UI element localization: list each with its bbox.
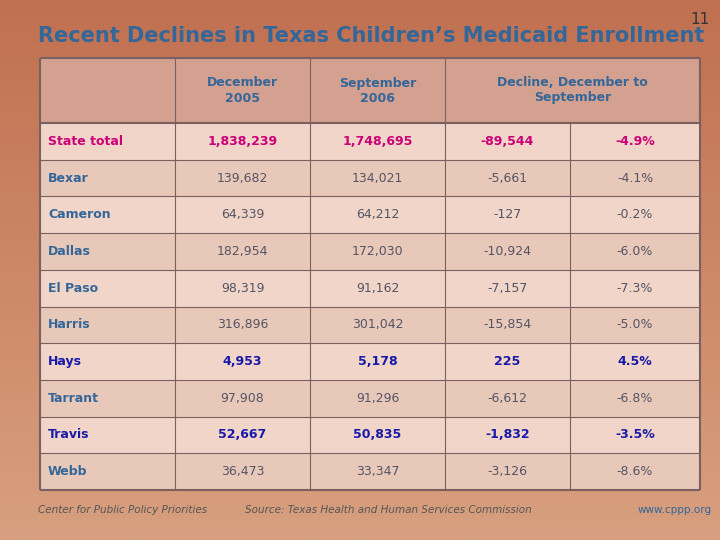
Text: September
2006: September 2006 bbox=[339, 77, 416, 105]
Text: Tarrant: Tarrant bbox=[48, 392, 99, 405]
Text: Dallas: Dallas bbox=[48, 245, 91, 258]
Text: 301,042: 301,042 bbox=[352, 319, 403, 332]
Text: 91,162: 91,162 bbox=[356, 282, 399, 295]
Text: 97,908: 97,908 bbox=[220, 392, 264, 405]
Text: -5.0%: -5.0% bbox=[617, 319, 653, 332]
Text: State total: State total bbox=[48, 135, 123, 148]
Text: Hays: Hays bbox=[48, 355, 82, 368]
Text: Center for Public Policy Priorities: Center for Public Policy Priorities bbox=[38, 505, 207, 515]
Text: -89,544: -89,544 bbox=[481, 135, 534, 148]
Text: 52,667: 52,667 bbox=[218, 428, 266, 442]
Text: 36,473: 36,473 bbox=[221, 465, 264, 478]
Bar bbox=[40, 160, 700, 197]
Text: Decline, December to
September: Decline, December to September bbox=[497, 77, 648, 105]
Text: -15,854: -15,854 bbox=[483, 319, 531, 332]
Text: -3,126: -3,126 bbox=[487, 465, 528, 478]
Text: 1,748,695: 1,748,695 bbox=[342, 135, 413, 148]
Text: 11: 11 bbox=[690, 12, 710, 27]
Bar bbox=[40, 197, 700, 233]
Text: -4.1%: -4.1% bbox=[617, 172, 653, 185]
Text: 182,954: 182,954 bbox=[217, 245, 269, 258]
Text: -1,832: -1,832 bbox=[485, 428, 530, 442]
Text: 33,347: 33,347 bbox=[356, 465, 400, 478]
Text: -7.3%: -7.3% bbox=[617, 282, 653, 295]
Bar bbox=[40, 58, 700, 123]
Text: 50,835: 50,835 bbox=[354, 428, 402, 442]
Text: 172,030: 172,030 bbox=[351, 245, 403, 258]
Text: 134,021: 134,021 bbox=[352, 172, 403, 185]
Text: 64,212: 64,212 bbox=[356, 208, 399, 221]
Text: Recent Declines in Texas Children’s Medicaid Enrollment: Recent Declines in Texas Children’s Medi… bbox=[38, 26, 704, 46]
Text: -6.8%: -6.8% bbox=[617, 392, 653, 405]
Text: -6,612: -6,612 bbox=[487, 392, 528, 405]
Bar bbox=[40, 453, 700, 490]
Text: Travis: Travis bbox=[48, 428, 89, 442]
Text: Webb: Webb bbox=[48, 465, 88, 478]
Bar bbox=[40, 270, 700, 307]
Text: -127: -127 bbox=[493, 208, 521, 221]
Text: 4,953: 4,953 bbox=[222, 355, 262, 368]
Text: 5,178: 5,178 bbox=[358, 355, 397, 368]
Bar bbox=[40, 123, 700, 160]
Bar bbox=[40, 58, 700, 490]
Text: -3.5%: -3.5% bbox=[615, 428, 655, 442]
Text: -6.0%: -6.0% bbox=[617, 245, 653, 258]
Text: Source: Texas Health and Human Services Commission: Source: Texas Health and Human Services … bbox=[245, 505, 532, 515]
Text: -4.9%: -4.9% bbox=[615, 135, 655, 148]
Text: Cameron: Cameron bbox=[48, 208, 111, 221]
Text: www.cppp.org: www.cppp.org bbox=[638, 505, 712, 515]
Text: -5,661: -5,661 bbox=[487, 172, 528, 185]
Text: -8.6%: -8.6% bbox=[617, 465, 653, 478]
Text: 91,296: 91,296 bbox=[356, 392, 399, 405]
Text: Harris: Harris bbox=[48, 319, 91, 332]
Bar bbox=[40, 343, 700, 380]
Text: 1,838,239: 1,838,239 bbox=[207, 135, 278, 148]
Text: 139,682: 139,682 bbox=[217, 172, 268, 185]
Text: Bexar: Bexar bbox=[48, 172, 89, 185]
Text: 98,319: 98,319 bbox=[221, 282, 264, 295]
Bar bbox=[40, 416, 700, 453]
Text: -10,924: -10,924 bbox=[484, 245, 531, 258]
Bar bbox=[40, 307, 700, 343]
Text: -0.2%: -0.2% bbox=[617, 208, 653, 221]
Text: El Paso: El Paso bbox=[48, 282, 98, 295]
Text: December
2005: December 2005 bbox=[207, 77, 278, 105]
Text: 4.5%: 4.5% bbox=[618, 355, 652, 368]
Text: 225: 225 bbox=[495, 355, 521, 368]
Text: -7,157: -7,157 bbox=[487, 282, 528, 295]
Text: 64,339: 64,339 bbox=[221, 208, 264, 221]
Bar bbox=[40, 380, 700, 416]
Bar bbox=[40, 233, 700, 270]
Text: 316,896: 316,896 bbox=[217, 319, 268, 332]
